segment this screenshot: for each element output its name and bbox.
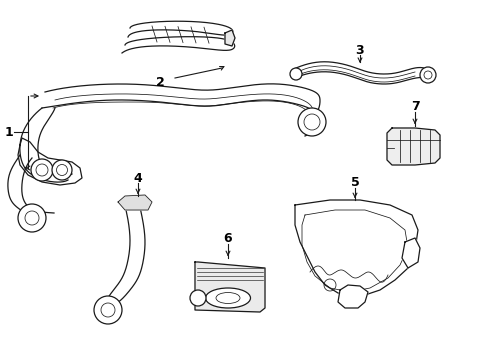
Text: 4: 4 xyxy=(133,171,142,184)
Circle shape xyxy=(190,290,205,306)
Text: 3: 3 xyxy=(355,44,364,57)
Polygon shape xyxy=(294,62,428,84)
Polygon shape xyxy=(195,262,264,312)
Polygon shape xyxy=(42,84,319,136)
Text: 7: 7 xyxy=(410,100,419,113)
Polygon shape xyxy=(294,200,417,296)
Circle shape xyxy=(52,160,72,180)
Text: 2: 2 xyxy=(155,76,164,89)
Polygon shape xyxy=(386,128,439,165)
Polygon shape xyxy=(122,21,234,53)
Polygon shape xyxy=(18,138,82,185)
Polygon shape xyxy=(224,30,235,46)
Circle shape xyxy=(289,68,302,80)
Polygon shape xyxy=(98,205,145,308)
Polygon shape xyxy=(8,155,54,218)
Circle shape xyxy=(419,67,435,83)
Text: 6: 6 xyxy=(223,231,232,244)
Polygon shape xyxy=(337,285,367,308)
Polygon shape xyxy=(401,238,419,268)
Text: 1: 1 xyxy=(4,126,13,139)
Text: 5: 5 xyxy=(350,176,359,189)
Polygon shape xyxy=(20,108,72,182)
Polygon shape xyxy=(118,195,152,210)
Circle shape xyxy=(18,204,46,232)
Ellipse shape xyxy=(205,288,250,308)
Circle shape xyxy=(94,296,122,324)
Circle shape xyxy=(297,108,325,136)
Circle shape xyxy=(31,159,53,181)
